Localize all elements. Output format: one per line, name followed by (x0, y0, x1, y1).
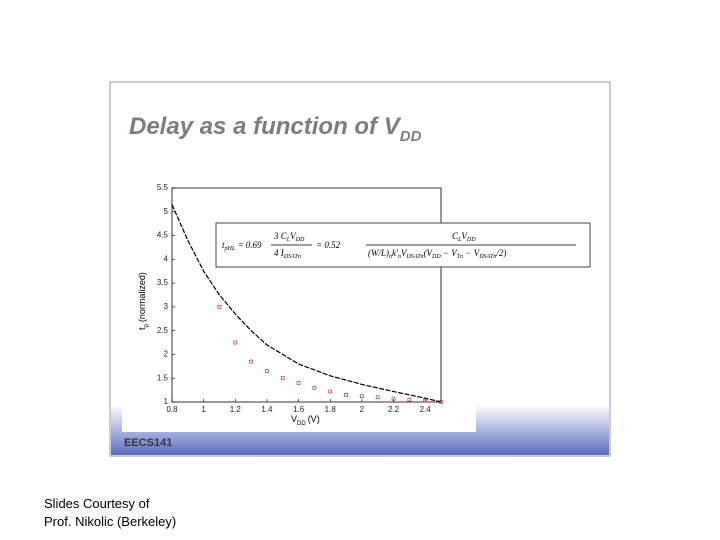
y-tick-label: 2 (164, 350, 169, 359)
title-text: Delay as a function of V (129, 113, 402, 140)
formula-sub: DSATn (283, 254, 301, 260)
data-point (249, 359, 253, 364)
formula-text: − V (441, 248, 459, 258)
formula-sub: DD (295, 237, 305, 243)
formula-text: V (461, 231, 468, 241)
formula-text: = 0.69 (235, 240, 262, 250)
formula-part: (W/L)nk'nVDSATn(VDD − VTn − VDSATn/2) (368, 248, 506, 260)
x-tick-label: 1.8 (325, 405, 337, 414)
formula-sub: Tn (457, 254, 463, 260)
x-label-unit: (V) (308, 414, 320, 424)
formula-sub: L (286, 237, 291, 243)
data-point (328, 389, 333, 394)
y-tick-label: 3.5 (157, 278, 169, 287)
data-point (375, 395, 380, 400)
formula-text: I (279, 248, 285, 258)
x-label-main: V (291, 414, 297, 424)
formula-part: tpHL = 0.69 (222, 240, 262, 252)
formula-text: = 0.52 (316, 240, 341, 250)
data-point (407, 397, 412, 402)
data-point (217, 305, 222, 309)
data-point (296, 381, 301, 385)
formula-text: V (401, 248, 408, 258)
formula-sub: n (389, 254, 392, 260)
formula-text: (V (424, 248, 434, 258)
formula-part: CLVDD (452, 231, 476, 243)
slide-title: Delay as a function of VDD (129, 113, 422, 145)
y-tick-label: 3 (164, 302, 169, 311)
y-label-unit: (normalized) (137, 272, 147, 322)
data-point (233, 340, 238, 345)
plot-frame (171, 187, 442, 403)
y-tick-label: 2.5 (157, 326, 169, 335)
formula-text: t (222, 240, 225, 250)
x-tick-label: 1 (201, 405, 206, 414)
footer: EECS141 (124, 437, 172, 449)
y-tick-label: 4.5 (157, 231, 169, 240)
data-line (171, 204, 442, 403)
formula-part: = 0.52 (316, 240, 341, 250)
chart-backdrop (122, 180, 476, 432)
formula-text: V (290, 231, 297, 241)
formula-sub: DSATn (405, 254, 423, 260)
formula-part: 3 CLVDD (273, 231, 305, 243)
formula-sub: DSATn (478, 254, 496, 260)
x-tick-label: 1.2 (230, 405, 242, 414)
formula-sub: DD (466, 237, 476, 243)
x-axis-label: VDD (V) (291, 414, 320, 427)
formula-text: (W/L) (368, 248, 389, 258)
y-tick-label: 1.5 (157, 373, 169, 382)
formula-text: 3 (273, 231, 279, 241)
caption: Slides Courtesy of (44, 496, 150, 511)
data-point (439, 400, 443, 404)
formula-text: C (452, 231, 459, 241)
data-point (280, 376, 285, 381)
data-point (344, 393, 348, 397)
formula-sub: pHL (224, 246, 236, 252)
plot: 0.8 1 1.2 1.4 1.6 1.8 2 2.2 2.411.522.533.544.55… (137, 183, 443, 427)
data-point (312, 385, 317, 390)
y-tick-label: 1 (164, 397, 169, 406)
formula-sub: DD (431, 254, 441, 260)
y-label-main: t (137, 327, 147, 330)
y-axis-label: tp(normalized) (137, 272, 150, 330)
y-tick-label: 5.5 (157, 183, 169, 192)
x-tick-label: 2.4 (420, 405, 432, 414)
formula-sub: n (398, 254, 401, 260)
title-sub: DD (400, 128, 422, 145)
y-label-sub: p (144, 323, 150, 327)
data-point (360, 394, 364, 399)
formula-text: 4 (274, 248, 279, 258)
x-tick-label: 0.8 (166, 405, 178, 414)
y-tick-label: 5 (164, 207, 169, 216)
data-point (265, 369, 269, 373)
x-tick-label: 1.4 (261, 405, 273, 414)
formula-text: C (279, 231, 288, 241)
formula-text: k' (392, 248, 399, 258)
x-label-sub: DD (297, 421, 306, 427)
data-point (391, 396, 396, 401)
formula-sub: L (457, 237, 462, 243)
formula-text: − V (463, 248, 481, 258)
data-point (423, 398, 428, 403)
x-tick-label: 2.2 (388, 405, 400, 414)
x-tick-label: 2 (360, 405, 365, 414)
y-tick-label: 4 (164, 254, 169, 263)
formula-text: /2) (495, 248, 506, 258)
formula-part: 4 IDSATn (274, 248, 301, 260)
caption: Prof. Nikolic (Berkeley) (44, 514, 176, 529)
x-tick-label: 1.6 (293, 405, 305, 414)
